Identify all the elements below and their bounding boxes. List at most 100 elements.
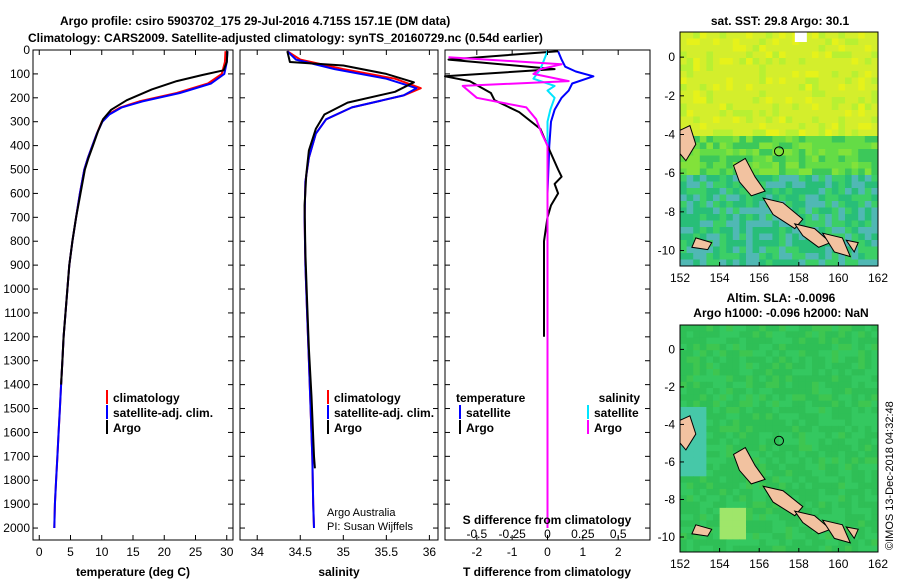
map-cell bbox=[792, 406, 800, 414]
map-cell bbox=[858, 77, 866, 85]
map-cell bbox=[805, 77, 813, 85]
map-cell bbox=[864, 116, 872, 124]
depth-tick-label: 1000 bbox=[3, 282, 30, 296]
map-cell bbox=[746, 362, 753, 370]
map-cell bbox=[706, 253, 714, 260]
map-cell bbox=[713, 227, 720, 234]
map-cell bbox=[845, 110, 852, 117]
map-cell bbox=[765, 545, 773, 553]
map-cell bbox=[818, 90, 826, 98]
island bbox=[732, 446, 766, 485]
map-cell bbox=[812, 337, 819, 345]
map-cell bbox=[831, 84, 839, 91]
map-cell bbox=[759, 451, 767, 458]
map-cell bbox=[851, 457, 859, 465]
map-cell bbox=[845, 168, 852, 176]
map-cell bbox=[838, 259, 846, 267]
map-cell bbox=[686, 495, 694, 502]
map-cell bbox=[851, 84, 859, 91]
map-cell bbox=[864, 181, 872, 189]
map-cell bbox=[825, 129, 833, 137]
map-cell bbox=[858, 38, 866, 46]
map-cell bbox=[765, 520, 773, 528]
map-cell bbox=[871, 520, 879, 528]
map-cell bbox=[858, 388, 866, 395]
map-cell bbox=[818, 413, 826, 420]
map-cell bbox=[680, 362, 687, 370]
map-cell bbox=[686, 155, 694, 163]
map-cell bbox=[706, 463, 714, 471]
map-cell bbox=[845, 444, 852, 452]
map-cell bbox=[871, 356, 879, 364]
x-tick-label: 34 bbox=[251, 545, 265, 559]
map-cell bbox=[699, 233, 707, 241]
map-cell bbox=[805, 362, 813, 370]
map-cell bbox=[871, 220, 879, 228]
map-cell bbox=[792, 343, 800, 351]
map-cell bbox=[686, 488, 694, 496]
map-cell bbox=[739, 406, 747, 414]
map-cell bbox=[798, 162, 806, 169]
map-cell bbox=[713, 488, 720, 496]
map-cell bbox=[851, 77, 859, 85]
map-cell bbox=[792, 413, 800, 420]
map-cell bbox=[706, 246, 714, 254]
map-cell bbox=[706, 331, 714, 339]
map-cell bbox=[858, 356, 866, 364]
map-cell bbox=[864, 129, 872, 137]
map-cell bbox=[812, 84, 819, 91]
map-cell bbox=[779, 470, 786, 477]
map-cell bbox=[805, 482, 813, 490]
map-cell bbox=[851, 110, 859, 117]
difference-plot bbox=[444, 50, 595, 528]
map-cell bbox=[785, 58, 793, 65]
map-cell bbox=[699, 58, 707, 65]
map-cell bbox=[765, 419, 773, 427]
map-cell bbox=[851, 149, 859, 156]
map-cell bbox=[699, 495, 707, 502]
map-cell bbox=[693, 375, 701, 383]
map-cell bbox=[719, 51, 727, 59]
map-cell bbox=[706, 129, 714, 137]
credit-line1: Argo Australia bbox=[327, 507, 396, 519]
map-cell bbox=[713, 331, 720, 339]
map-cell bbox=[713, 337, 720, 345]
map-cell bbox=[772, 470, 780, 477]
map-cell bbox=[831, 58, 839, 65]
map-cell bbox=[680, 194, 687, 202]
map-cell bbox=[752, 400, 760, 408]
map-cell bbox=[759, 259, 767, 267]
map-cell bbox=[838, 116, 846, 124]
map-cell bbox=[706, 438, 714, 446]
map-cell bbox=[759, 129, 767, 137]
map-cell bbox=[785, 425, 793, 433]
map-cell bbox=[779, 325, 786, 332]
map-cell bbox=[851, 207, 859, 215]
map-cell bbox=[812, 482, 819, 490]
map-cell bbox=[792, 168, 800, 176]
map-cell bbox=[713, 259, 720, 267]
map-cell bbox=[831, 116, 839, 124]
map-cell bbox=[871, 233, 879, 241]
map-cell bbox=[713, 77, 720, 85]
map-cell bbox=[812, 246, 819, 254]
map-cell bbox=[864, 233, 872, 241]
map-cell bbox=[693, 482, 701, 490]
map-cell bbox=[858, 110, 866, 117]
map-cell bbox=[798, 90, 806, 98]
map-cell bbox=[759, 356, 767, 364]
map-cell bbox=[772, 369, 780, 376]
map-cell bbox=[732, 533, 740, 540]
map-cell bbox=[798, 168, 806, 176]
map-cell bbox=[805, 495, 813, 502]
map-cell bbox=[732, 77, 740, 85]
map-cell bbox=[739, 350, 747, 357]
figure-title-line2: Climatology: CARS2009. Satellite-adjuste… bbox=[28, 31, 543, 45]
map-cell bbox=[699, 476, 707, 484]
map-cell bbox=[699, 162, 707, 169]
map-cell bbox=[752, 84, 760, 91]
map-cell bbox=[686, 207, 694, 215]
map-cell bbox=[746, 90, 753, 98]
map-cell bbox=[858, 201, 866, 208]
map-cell bbox=[864, 432, 872, 439]
